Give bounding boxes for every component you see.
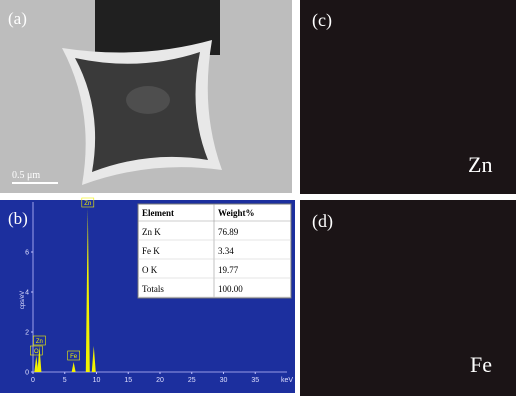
peak-label: Zn xyxy=(84,201,91,207)
table-cell: Fe K xyxy=(142,246,160,256)
panel-label: (c) xyxy=(312,10,332,31)
x-tick-label: 5 xyxy=(63,377,67,384)
panel-label: (d) xyxy=(312,211,333,232)
scale-bar-label: 0.5 μm xyxy=(12,170,40,181)
x-tick-label: 10 xyxy=(93,377,101,384)
table-cell: Zn K xyxy=(142,227,161,237)
y-tick-label: 0 xyxy=(25,370,29,377)
table-header: Element xyxy=(142,208,174,218)
table-cell: O K xyxy=(142,265,158,275)
table-box xyxy=(137,203,292,299)
peak-label: Fe xyxy=(70,354,78,360)
x-tick-label: 25 xyxy=(188,377,196,384)
panel-label: (b) xyxy=(8,209,28,228)
x-tick-label: 15 xyxy=(124,377,132,384)
x-tick-label: 30 xyxy=(220,377,228,384)
panel-c: (c) Zn xyxy=(300,0,516,194)
spectrum-peak xyxy=(91,346,96,372)
y-axis-label: cps/eV xyxy=(20,291,26,309)
table-cell: 100.00 xyxy=(218,284,243,294)
map-background xyxy=(300,200,516,396)
spectrum-peak xyxy=(34,356,39,372)
map-background xyxy=(300,0,516,194)
peak-label: O xyxy=(34,349,39,355)
panel-b: (b) cps/eV xyxy=(0,200,295,393)
table-cell: 76.89 xyxy=(218,227,239,237)
x-axis-label: keV xyxy=(281,377,293,384)
spectrum-peak xyxy=(85,208,90,372)
tem-center xyxy=(126,86,170,114)
spectrum-peak xyxy=(37,346,42,372)
x-tick-label: 20 xyxy=(156,377,164,384)
peak-label-box xyxy=(67,350,80,361)
panel-d: (d) Fe xyxy=(300,200,516,396)
table-header: Weight% xyxy=(218,208,255,218)
peak-label-box xyxy=(33,335,46,346)
panel-label: (a) xyxy=(8,9,27,28)
table-cell: 19.77 xyxy=(218,265,239,275)
peak-label: Zn xyxy=(36,339,43,345)
element-label: Zn xyxy=(468,152,492,177)
table-cell: 3.34 xyxy=(218,246,234,256)
x-tick-label: 0 xyxy=(31,377,35,384)
y-tick-label: 4 xyxy=(25,290,29,297)
y-tick-label: 6 xyxy=(25,250,29,257)
spectrum-peak xyxy=(71,362,76,372)
y-tick-label: 2 xyxy=(25,330,29,337)
peak-label-box xyxy=(30,345,43,356)
element-label: Fe xyxy=(470,352,492,377)
table-cell: Totals xyxy=(142,284,164,294)
peak-label-box xyxy=(81,197,95,208)
panel-a: (a) 0.5 μm xyxy=(0,0,292,193)
x-tick-label: 35 xyxy=(251,377,259,384)
